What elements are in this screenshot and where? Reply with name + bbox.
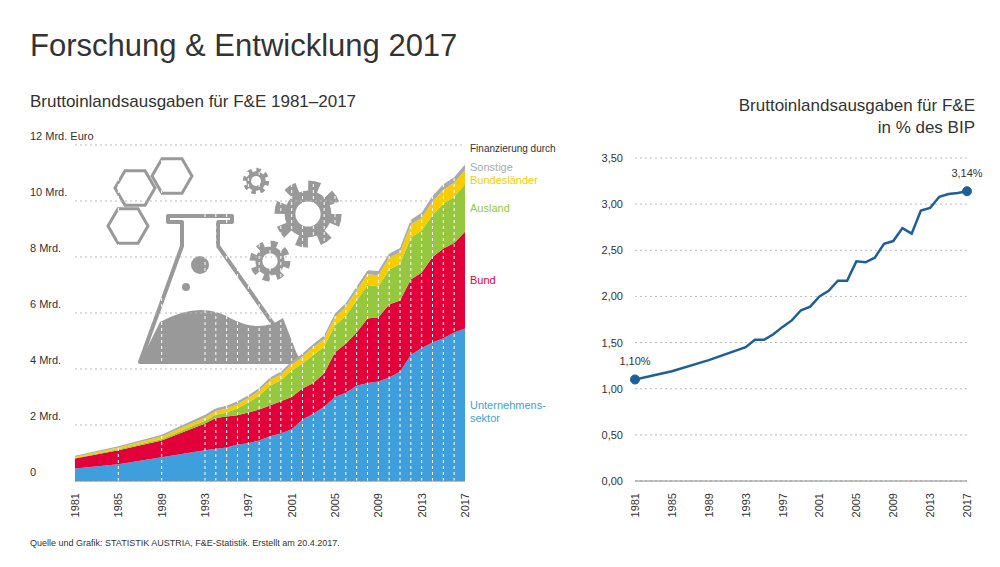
svg-text:Sonstige: Sonstige [470, 161, 513, 173]
svg-text:12 Mrd. Euro: 12 Mrd. Euro [30, 130, 94, 142]
svg-text:2013: 2013 [416, 493, 428, 517]
svg-text:Unternehmens-: Unternehmens- [470, 399, 546, 411]
svg-text:2009: 2009 [887, 493, 899, 517]
svg-text:Bund: Bund [470, 274, 496, 286]
svg-text:2009: 2009 [372, 493, 384, 517]
svg-text:0,50: 0,50 [602, 429, 623, 441]
svg-text:Bundesländer: Bundesländer [470, 174, 538, 186]
svg-text:1997: 1997 [777, 493, 789, 517]
svg-text:1,00: 1,00 [602, 383, 623, 395]
svg-text:1993: 1993 [740, 493, 752, 517]
svg-text:10 Mrd.: 10 Mrd. [30, 186, 67, 198]
svg-text:1997: 1997 [242, 493, 254, 517]
svg-text:1985: 1985 [112, 493, 124, 517]
svg-text:2017: 2017 [961, 493, 973, 517]
svg-text:3,00: 3,00 [602, 198, 623, 210]
svg-text:1989: 1989 [703, 493, 715, 517]
svg-text:1981: 1981 [69, 493, 81, 517]
svg-text:2005: 2005 [329, 493, 341, 517]
svg-text:2,00: 2,00 [602, 290, 623, 302]
svg-text:Finanzierung durch: Finanzierung durch [470, 143, 556, 154]
svg-text:2013: 2013 [924, 493, 936, 517]
svg-text:2001: 2001 [286, 493, 298, 517]
svg-text:in % des BIP: in % des BIP [878, 118, 975, 137]
svg-text:0: 0 [30, 466, 36, 478]
svg-text:1,50: 1,50 [602, 337, 623, 349]
svg-text:Ausland: Ausland [470, 202, 510, 214]
svg-text:Bruttoinlandsausgaben für F&E: Bruttoinlandsausgaben für F&E 1981–2017 [30, 92, 356, 111]
svg-text:Quelle und Grafik: STATISTIK A: Quelle und Grafik: STATISTIK AUSTRIA, F&… [30, 538, 340, 548]
svg-text:2005: 2005 [850, 493, 862, 517]
svg-text:1989: 1989 [156, 493, 168, 517]
svg-text:2017: 2017 [459, 493, 471, 517]
svg-text:1981: 1981 [629, 493, 641, 517]
svg-text:8 Mrd.: 8 Mrd. [30, 242, 61, 254]
svg-text:Forschung & Entwicklung 2017: Forschung & Entwicklung 2017 [30, 28, 457, 63]
svg-text:Bruttoinlandsausgaben für F&E: Bruttoinlandsausgaben für F&E [739, 96, 975, 115]
svg-text:2 Mrd.: 2 Mrd. [30, 410, 61, 422]
svg-text:6 Mrd.: 6 Mrd. [30, 298, 61, 310]
svg-text:0,00: 0,00 [602, 475, 623, 487]
svg-text:2001: 2001 [813, 493, 825, 517]
svg-text:4 Mrd.: 4 Mrd. [30, 354, 61, 366]
svg-text:1985: 1985 [666, 493, 678, 517]
svg-text:1,10%: 1,10% [619, 355, 650, 367]
svg-text:2,50: 2,50 [602, 244, 623, 256]
svg-text:3,50: 3,50 [602, 152, 623, 164]
svg-text:sektor: sektor [470, 412, 500, 424]
svg-text:3,14%: 3,14% [951, 167, 982, 179]
svg-text:1993: 1993 [199, 493, 211, 517]
